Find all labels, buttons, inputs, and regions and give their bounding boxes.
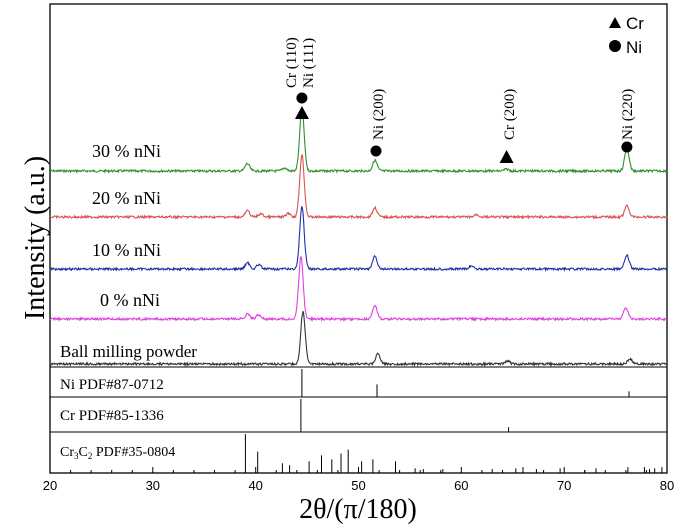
x-tick-label: 80 [660, 478, 674, 493]
series-label-0: 0 % nNi [100, 290, 160, 310]
series-label-30: 30 % nNi [92, 141, 161, 161]
legend-circle-icon [609, 40, 621, 52]
annotation-cr-200: Cr (200) [502, 89, 518, 140]
x-axis-label: 2θ/(π/180) [299, 494, 417, 525]
peak-marker-circle-icon [296, 92, 308, 104]
series-line-0 [49, 108, 668, 174]
y-axis-label: Intensity (a.u.) [20, 156, 51, 320]
peak-marker-circle-icon [370, 145, 382, 157]
x-tick-label: 50 [351, 478, 365, 493]
x-tick-label: 70 [557, 478, 571, 493]
legend-triangle-icon [609, 17, 621, 28]
series-line-3 [49, 255, 668, 322]
series-line-4 [49, 310, 668, 367]
peak-marker-triangle-icon [294, 106, 309, 119]
ticks-layer: 20 30 40 50 60 70 80 [43, 467, 674, 493]
legend-label-cr: Cr [626, 14, 644, 33]
series-label-ball-milling: Ball milling powder [60, 342, 197, 361]
annotation-cr-110: Cr (110) [284, 37, 300, 88]
annotation-ni-200: Ni (200) [371, 89, 387, 140]
ref-label-cr: Cr PDF#85-1336 [60, 408, 164, 424]
series-layer [49, 108, 668, 367]
x-tick-label: 60 [454, 478, 468, 493]
legend-label-ni: Ni [626, 38, 642, 57]
annotation-ni-220: Ni (220) [620, 89, 636, 140]
x-tick-label: 40 [248, 478, 262, 493]
series-line-2 [49, 206, 668, 272]
reference-layer [244, 369, 663, 473]
series-label-10: 10 % nNi [92, 240, 161, 260]
x-tick-label: 20 [43, 478, 57, 493]
series-line-1 [49, 154, 668, 221]
plot-frame [49, 3, 668, 474]
x-tick-label: 30 [146, 478, 160, 493]
annotation-ni-111: Ni (111) [301, 38, 317, 88]
peak-marker-circle-icon [621, 141, 633, 153]
series-label-20: 20 % nNi [92, 188, 161, 208]
marker-layer [294, 92, 633, 163]
peak-marker-triangle-icon [499, 150, 514, 163]
ref-label-cr3c2: Cr3C2 PDF#35-0804 [60, 445, 175, 461]
ref-label-ni: Ni PDF#87-0712 [60, 377, 164, 393]
